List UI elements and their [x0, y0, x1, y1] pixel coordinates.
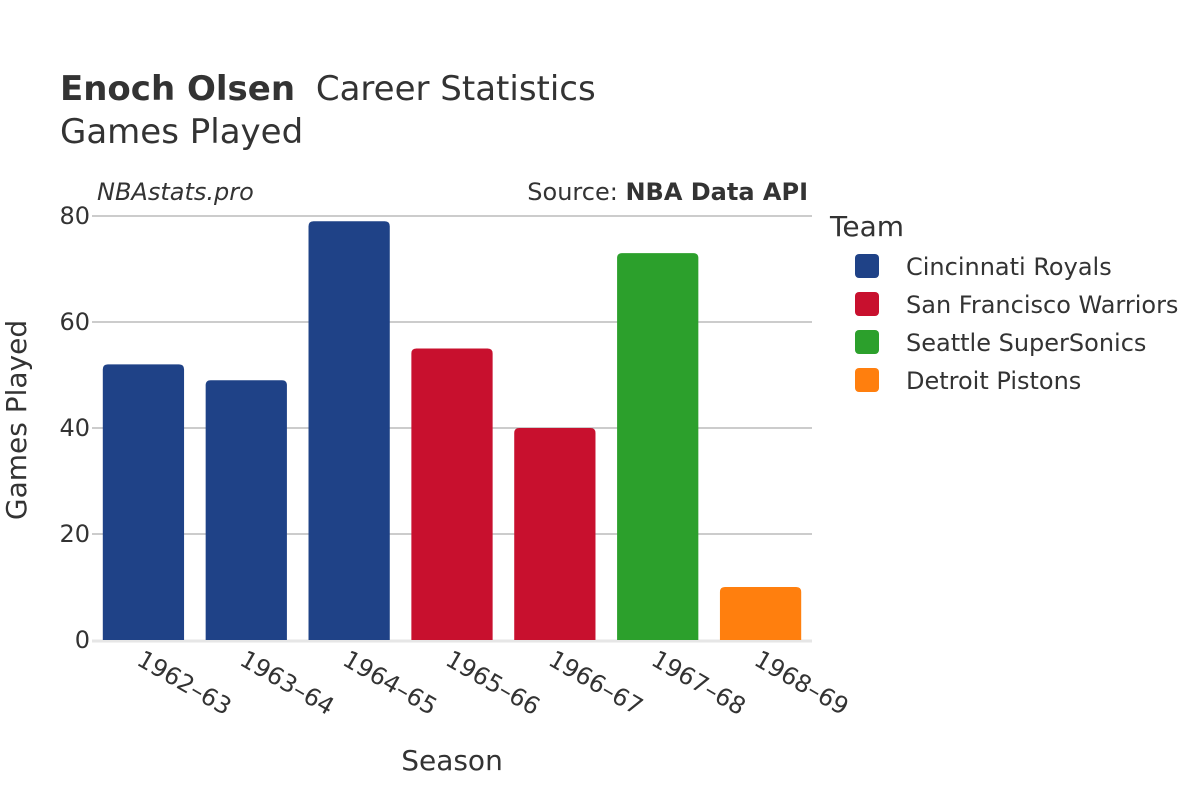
legend-item[interactable]: Seattle SuperSonics — [855, 329, 1146, 357]
legend-item[interactable]: Cincinnati Royals — [855, 253, 1112, 281]
legend-item[interactable]: Detroit Pistons — [855, 367, 1081, 395]
legend-label: Detroit Pistons — [906, 367, 1081, 395]
x-tick-label: 1965–66 — [441, 645, 545, 721]
bar — [411, 348, 493, 640]
bar — [308, 221, 390, 641]
source-prefix: Source: — [527, 178, 625, 206]
y-tick-label: 20 — [59, 520, 90, 548]
legend-label: San Francisco Warriors — [906, 291, 1178, 319]
bar — [719, 587, 802, 640]
legend-swatch — [855, 330, 879, 354]
y-axis-title: Games Played — [0, 320, 33, 520]
legend-swatch — [855, 254, 879, 278]
source-label: Source: NBA Data API — [527, 178, 808, 206]
legend-label: Seattle SuperSonics — [906, 329, 1146, 357]
bar — [617, 253, 699, 640]
y-tick-label: 60 — [59, 308, 90, 336]
x-tick-label: 1968–69 — [750, 645, 854, 721]
x-tick-label: 1963–64 — [235, 645, 339, 721]
legend-label: Cincinnati Royals — [906, 253, 1112, 281]
bar — [102, 364, 185, 640]
bar — [205, 380, 287, 640]
x-tick-label: 1962–63 — [132, 645, 236, 721]
legend-title: Team — [829, 210, 904, 243]
y-tick-label: 0 — [75, 626, 90, 654]
bars — [102, 221, 802, 641]
legend-swatch — [855, 368, 879, 392]
player-name: Enoch Olsen — [60, 69, 295, 109]
title-rest: Career Statistics — [316, 69, 596, 109]
bar — [514, 428, 596, 640]
x-tick-label: 1967–68 — [647, 645, 751, 721]
x-axis-title: Season — [401, 744, 503, 777]
legend-swatch — [855, 292, 879, 316]
chart-title: Enoch Olsen Career Statistics — [60, 69, 596, 109]
chart-subtitle: Games Played — [60, 112, 303, 152]
brand-label: NBAstats.pro — [97, 178, 254, 206]
legend: Cincinnati Royals San Francisco Warriors S… — [855, 253, 1178, 395]
x-tick-label: 1966–67 — [544, 645, 648, 721]
y-tick-label: 40 — [59, 414, 90, 442]
x-tick-labels: 1962–63 1963–64 1964–65 1965–66 1966–67 1967–… — [132, 645, 853, 721]
source-name: NBA Data API — [625, 178, 808, 206]
y-tick-label: 80 — [59, 202, 90, 230]
y-tick-labels: 0 20 40 60 80 — [59, 202, 90, 654]
legend-item[interactable]: San Francisco Warriors — [855, 291, 1178, 319]
x-tick-label: 1964–65 — [338, 645, 442, 721]
